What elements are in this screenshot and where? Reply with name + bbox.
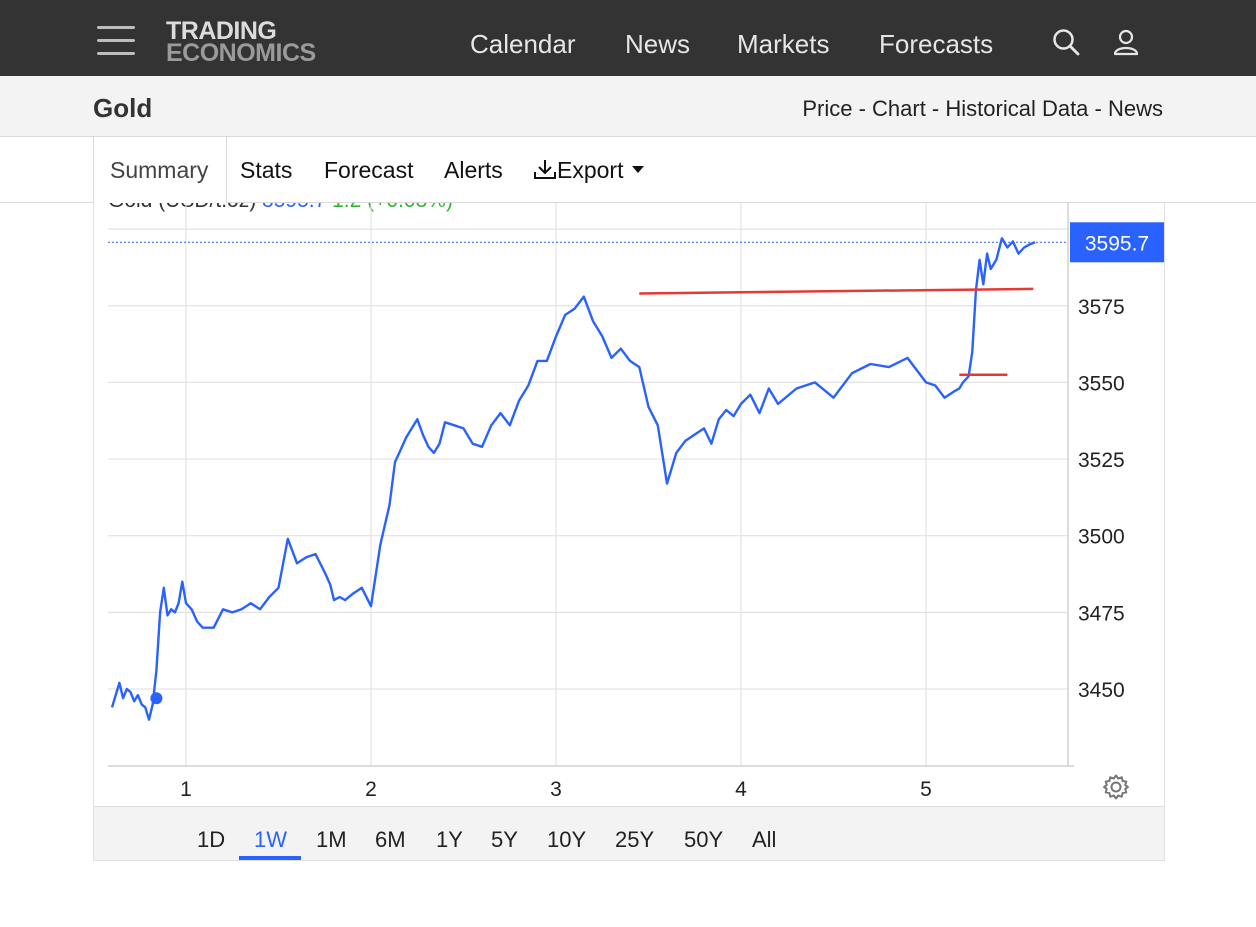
y-tick-label: 3525 — [1078, 449, 1125, 472]
range-1m[interactable]: 1M — [316, 827, 347, 852]
user-icon[interactable] — [1112, 28, 1140, 61]
nav-news[interactable]: News — [625, 29, 691, 59]
crumb-separator: - — [925, 96, 946, 121]
breadcrumb-links: Price - Chart - Historical Data - News — [802, 96, 1163, 122]
gear-icon[interactable] — [1102, 773, 1130, 806]
tab-alerts[interactable]: Alerts — [444, 157, 503, 183]
trend-line — [639, 287, 1034, 295]
time-range-selector: 1D 1W 1M 6M 1Y 5Y 10Y 25Y 50Y All — [94, 806, 1164, 860]
tab-summary-label: Summary — [110, 157, 209, 183]
series-marker — [150, 692, 163, 705]
chart-panel: Gold (USD/t.oz) 3595.7 1.2 (+0.03%) 3450… — [93, 203, 1165, 861]
range-1y[interactable]: 1Y — [436, 827, 463, 852]
range-5y[interactable]: 5Y — [491, 827, 518, 852]
range-50y[interactable]: 50Y — [684, 827, 724, 852]
hamburger-menu-icon[interactable] — [97, 26, 135, 56]
logo-line-1: TRADING — [166, 17, 277, 45]
page-title: Gold — [93, 93, 153, 123]
link-chart[interactable]: Chart — [872, 96, 926, 121]
export-label: Export — [557, 157, 624, 183]
crumb-separator: - — [852, 96, 873, 121]
x-tick-label: 3 — [550, 778, 562, 801]
link-news[interactable]: News — [1107, 96, 1163, 121]
last-price-label: 3595.7 — [1085, 232, 1149, 255]
tab-bar: Summary Stats Forecast Alerts Export — [0, 137, 1256, 203]
range-all[interactable]: All — [752, 827, 777, 852]
nav-calendar[interactable]: Calendar — [470, 29, 576, 59]
export-button[interactable]: Export — [533, 157, 644, 184]
range-1d[interactable]: 1D — [197, 827, 226, 852]
last-price-label-box — [1070, 222, 1164, 263]
legend-price: 3595.7 — [262, 203, 326, 212]
y-tick-label: 3550 — [1078, 372, 1125, 395]
range-10y[interactable]: 10Y — [547, 827, 587, 852]
x-tick-label: 5 — [920, 778, 932, 801]
x-tick-label: 4 — [735, 778, 747, 801]
legend-change: 1.2 (+0.03%) — [332, 203, 453, 212]
y-tick-label: 3500 — [1078, 526, 1125, 549]
trading-economics-logo[interactable]: TRADING ECONOMICS — [166, 19, 316, 66]
caret-down-icon — [631, 166, 644, 173]
top-navbar: TRADING ECONOMICS Calendar News Markets … — [0, 0, 1256, 76]
link-price[interactable]: Price — [802, 96, 853, 121]
y-tick-label: 3475 — [1078, 602, 1125, 625]
tab-summary[interactable]: Summary — [93, 137, 227, 203]
download-icon — [534, 160, 556, 179]
price-series-line — [110, 237, 1036, 721]
search-icon[interactable] — [1052, 28, 1080, 61]
page-header: Gold Price - Chart - Historical Data - N… — [0, 76, 1256, 137]
x-tick-label: 2 — [365, 778, 377, 801]
price-chart[interactable]: 3450347535003525355035753600123453595.7 — [94, 203, 1164, 806]
link-historical-data[interactable]: Historical Data — [945, 96, 1089, 121]
range-1w[interactable]: 1W — [254, 827, 287, 852]
tab-stats[interactable]: Stats — [240, 157, 293, 183]
y-tick-label: 3575 — [1078, 296, 1125, 319]
active-range-underline — [239, 856, 301, 860]
logo-line-2: ECONOMICS — [166, 39, 316, 67]
y-tick-label: 3450 — [1078, 679, 1125, 702]
crumb-separator: - — [1088, 96, 1108, 121]
range-25y[interactable]: 25Y — [615, 827, 655, 852]
chart-legend: Gold (USD/t.oz) 3595.7 1.2 (+0.03%) — [108, 203, 453, 213]
legend-series-name: Gold (USD/t.oz) — [108, 203, 256, 212]
range-6m[interactable]: 6M — [375, 827, 406, 852]
nav-markets[interactable]: Markets — [737, 29, 830, 59]
x-tick-label: 1 — [180, 778, 192, 801]
tab-forecast[interactable]: Forecast — [324, 157, 414, 183]
nav-forecasts[interactable]: Forecasts — [879, 29, 994, 59]
